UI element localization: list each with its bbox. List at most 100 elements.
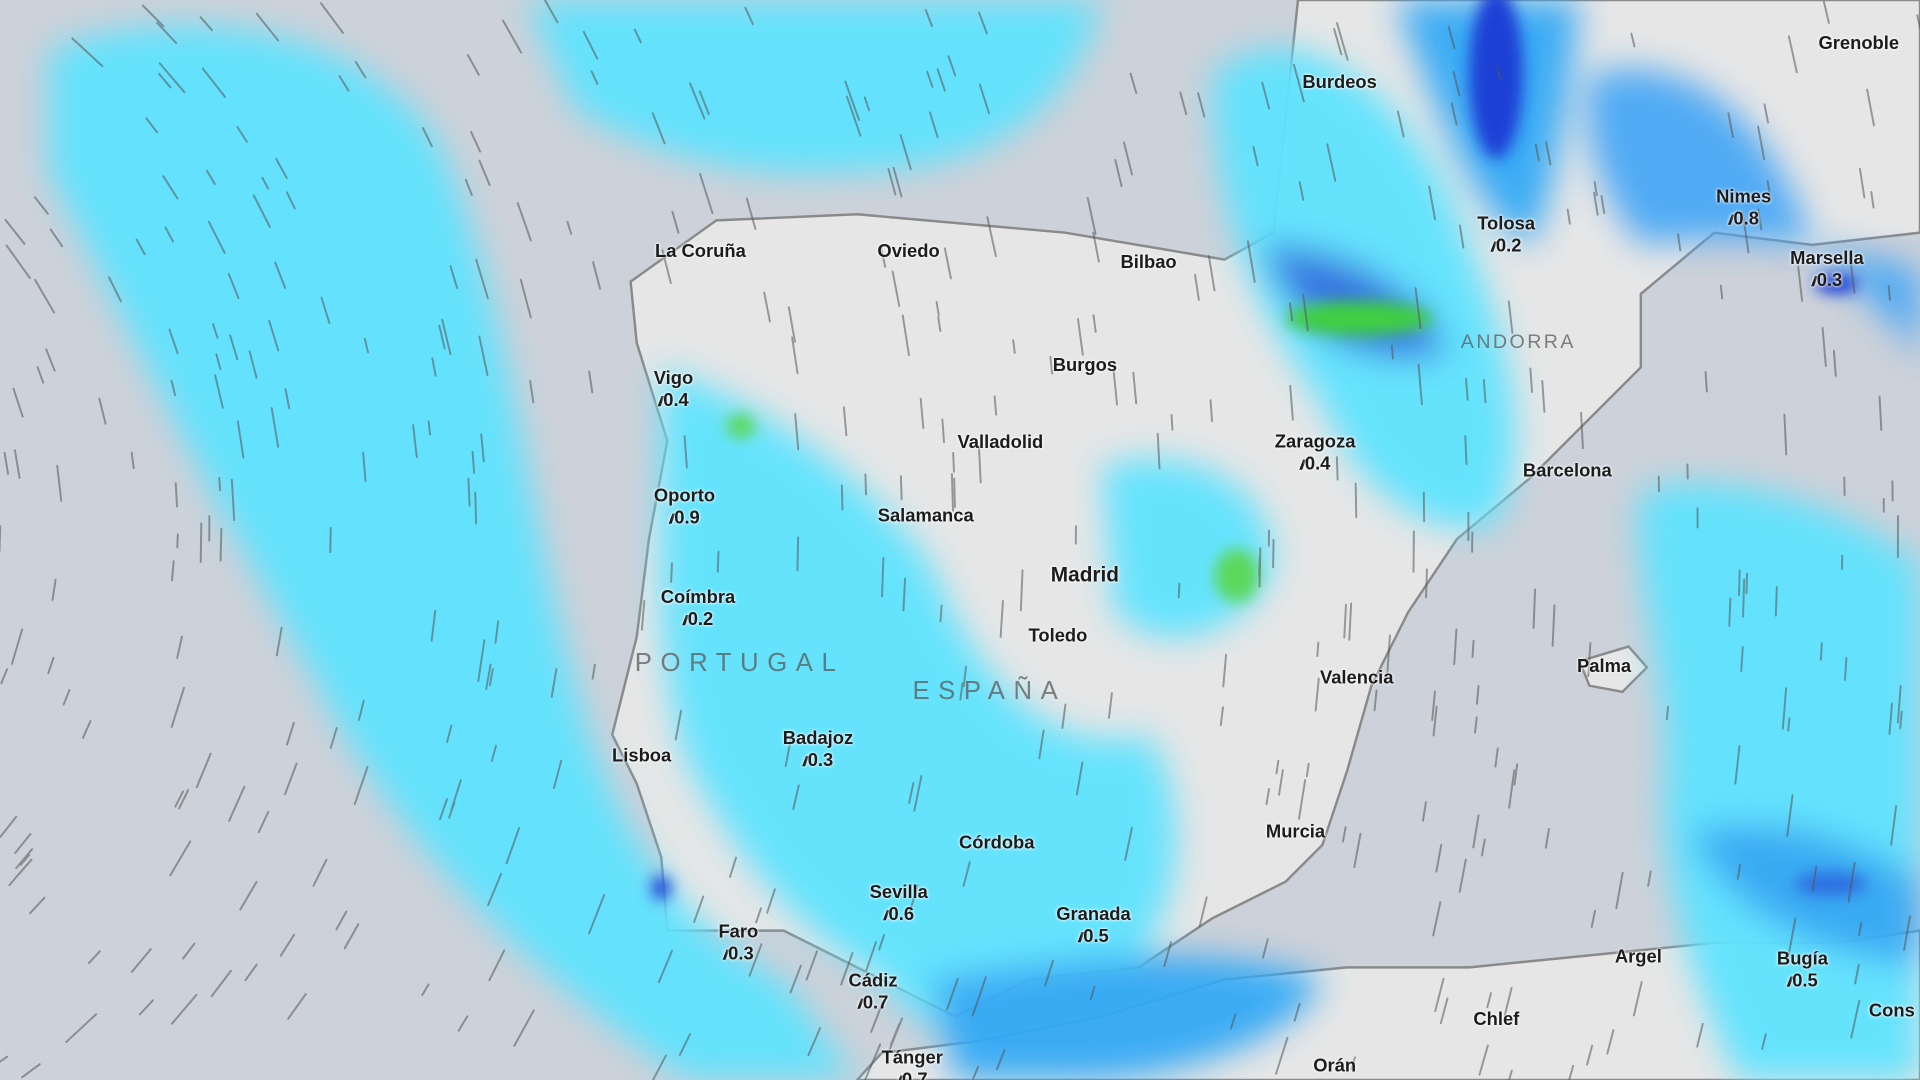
- city-label[interactable]: Faro//0.3: [718, 921, 758, 966]
- rain-icon: //: [1728, 213, 1733, 229]
- wind-streak: [141, 4, 165, 28]
- wind-streak: [1354, 482, 1358, 519]
- wind-streak: [1316, 641, 1320, 658]
- wind-streak: [926, 70, 934, 88]
- city-name: La Coruña: [654, 241, 746, 263]
- wind-streak: [441, 318, 452, 356]
- wind-streak: [1508, 769, 1516, 809]
- precipitation-value: //0.2: [661, 609, 736, 632]
- city-label[interactable]: Palma: [1577, 656, 1631, 678]
- city-label[interactable]: Tánger//0.7: [882, 1048, 943, 1080]
- wind-streak: [978, 83, 990, 115]
- wind-streak: [480, 433, 485, 463]
- wind-streak: [1736, 863, 1742, 880]
- city-label[interactable]: La Coruña: [655, 241, 746, 263]
- city-label[interactable]: Cádiz//0.7: [849, 970, 898, 1015]
- wind-streak: [1075, 761, 1084, 796]
- wind-streak: [210, 969, 232, 998]
- wind-streak: [1878, 395, 1883, 431]
- city-label[interactable]: Granada//0.5: [1056, 904, 1131, 949]
- city-label[interactable]: Barcelona: [1523, 460, 1612, 482]
- city-name: Marsella: [1790, 247, 1864, 269]
- wind-streak: [550, 668, 558, 698]
- city-label[interactable]: Murcia: [1266, 822, 1325, 844]
- city-label[interactable]: Zaragoza//0.4: [1275, 432, 1356, 477]
- wind-streak: [1465, 378, 1469, 401]
- wind-streak: [439, 798, 449, 821]
- wind-streak: [1305, 762, 1310, 778]
- precipitation-value: //0.5: [1056, 926, 1131, 949]
- wind-streak: [590, 70, 599, 85]
- city-label[interactable]: Toledo: [1029, 626, 1088, 648]
- wind-streak: [805, 950, 818, 981]
- wind-streak: [1541, 380, 1546, 413]
- wind-streak: [12, 387, 24, 418]
- city-label[interactable]: Tolosa//0.2: [1477, 214, 1535, 259]
- city-label[interactable]: Argel: [1615, 947, 1662, 969]
- wind-streak: [1606, 1029, 1615, 1055]
- wind-streak: [1586, 1044, 1594, 1066]
- city-label[interactable]: Madrid: [1051, 564, 1119, 586]
- city-label[interactable]: Bugía//0.5: [1777, 948, 1828, 993]
- city-label[interactable]: Oviedo: [877, 241, 939, 263]
- wind-streak: [1326, 143, 1337, 182]
- wind-streak: [135, 238, 146, 256]
- city-name: Oviedo: [877, 241, 940, 263]
- city-label[interactable]: Sevilla//0.6: [870, 882, 928, 927]
- city-label[interactable]: Burdeos: [1302, 72, 1377, 94]
- wind-streak: [354, 60, 367, 79]
- wind-streak: [19, 853, 31, 866]
- wind-streak: [1787, 717, 1791, 732]
- wind-streak: [65, 1013, 98, 1043]
- wind-streak: [1783, 413, 1788, 456]
- city-label[interactable]: Vigo//0.4: [654, 368, 693, 413]
- city-label[interactable]: Oporto//0.9: [654, 486, 715, 531]
- wind-streak: [1529, 367, 1534, 394]
- wind-streak: [427, 420, 432, 436]
- wind-streak: [343, 923, 360, 950]
- rain-icon: //: [1811, 274, 1817, 290]
- precipitation-amount: 0.2: [1495, 235, 1522, 257]
- wind-streak: [1170, 414, 1174, 431]
- city-label[interactable]: Córdoba: [959, 833, 1035, 855]
- city-label[interactable]: Cons: [1869, 1000, 1915, 1022]
- city-label[interactable]: Chlef: [1473, 1009, 1519, 1031]
- wind-streak: [252, 194, 271, 228]
- wind-streak: [275, 626, 283, 657]
- precipitation-amount: 0.8: [1733, 208, 1759, 230]
- city-label[interactable]: Valencia: [1320, 667, 1394, 689]
- wind-streak: [230, 478, 236, 522]
- wind-streak: [766, 888, 776, 914]
- wind-streak: [864, 473, 868, 496]
- city-name: Cádiz: [848, 970, 898, 992]
- city-label[interactable]: Grenoble: [1818, 33, 1899, 55]
- city-label[interactable]: Nimes//0.8: [1716, 187, 1771, 232]
- wind-streak: [1471, 639, 1475, 658]
- wind-streak: [1496, 65, 1502, 81]
- city-label[interactable]: Badajoz//0.3: [783, 728, 853, 773]
- city-label[interactable]: Burgos: [1053, 355, 1117, 377]
- wind-streak: [199, 16, 213, 32]
- city-label[interactable]: Coímbra//0.2: [661, 587, 736, 632]
- wind-streak: [457, 1015, 469, 1032]
- wind-streak: [1566, 208, 1571, 225]
- city-label[interactable]: Orán: [1313, 1056, 1356, 1078]
- wind-streak: [1452, 71, 1461, 97]
- city-label[interactable]: Salamanca: [878, 506, 974, 528]
- rain-icon: //: [897, 1074, 902, 1080]
- city-label[interactable]: Bilbao: [1121, 252, 1177, 274]
- city-label[interactable]: Marsella//0.3: [1790, 248, 1864, 293]
- precipitation-layer: [48, 0, 1920, 1080]
- wind-streak: [284, 388, 291, 410]
- precipitation-value: //0.3: [1790, 270, 1864, 293]
- wind-streak: [171, 560, 175, 582]
- city-label[interactable]: Valladolid: [958, 432, 1044, 454]
- city-label[interactable]: Lisboa: [612, 746, 671, 768]
- wind-streak: [49, 228, 64, 248]
- wind-streak: [588, 370, 594, 394]
- wind-streak: [1342, 826, 1347, 843]
- wind-streak: [474, 491, 478, 525]
- wind-streak: [892, 166, 903, 198]
